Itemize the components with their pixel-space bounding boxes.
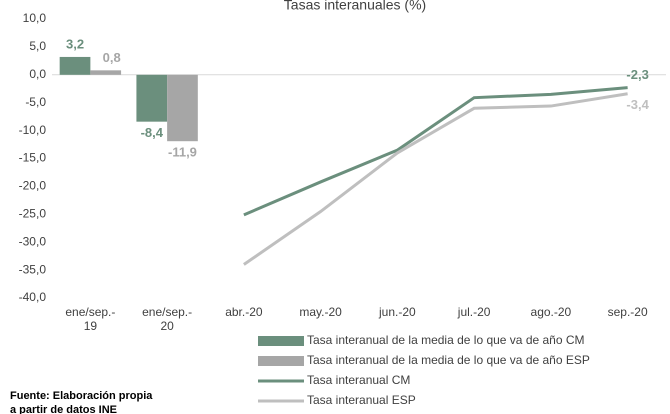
x-tick-label: ago.-20 — [531, 305, 572, 319]
line — [243, 86, 628, 217]
legend-swatch — [258, 356, 304, 366]
y-tick-label: -5,0 — [25, 95, 46, 109]
line — [243, 92, 628, 266]
bar — [136, 74, 168, 122]
x-tick-label: sep.-20 — [608, 305, 648, 319]
y-tick-label: -25,0 — [19, 206, 47, 220]
value-label: 0,8 — [103, 50, 121, 65]
source-note: a partir de datos INE — [10, 404, 117, 414]
x-tick-label: abr.-20 — [225, 305, 263, 319]
bar — [59, 56, 91, 75]
chart-title: Tasas interanuales (%) — [284, 0, 426, 13]
y-tick-label: -30,0 — [19, 234, 47, 248]
x-tick-label: 19 — [84, 319, 98, 333]
y-tick-label: -35,0 — [19, 262, 47, 276]
y-tick-label: 0,0 — [29, 67, 46, 81]
value-label: -8,4 — [141, 125, 164, 140]
bar — [90, 70, 122, 75]
x-tick-label: 20 — [160, 319, 174, 333]
x-tick-label: may.-20 — [299, 305, 342, 319]
y-tick-label: -20,0 — [19, 179, 47, 193]
y-tick-label: 10,0 — [23, 11, 47, 25]
legend-label: Tasa interanual CM — [307, 373, 410, 387]
legend-label: Tasa interanual ESP — [307, 393, 416, 407]
bar — [167, 74, 198, 142]
legend-label: Tasa interanual de la media de lo que va… — [307, 333, 585, 347]
legend-swatch — [258, 336, 304, 346]
x-tick-label: jul.-20 — [457, 305, 491, 319]
x-tick-label: ene/sep.- — [142, 305, 192, 319]
value-label: -3,4 — [626, 97, 649, 112]
x-tick-label: ene/sep.- — [65, 305, 115, 319]
source-note: Fuente: Elaboración propia — [10, 390, 153, 402]
legend-label: Tasa interanual de la media de lo que va… — [307, 353, 590, 367]
y-tick-label: -15,0 — [19, 151, 47, 165]
y-tick-label: -10,0 — [19, 123, 47, 137]
value-label: -2,3 — [626, 67, 648, 82]
value-label: 3,2 — [66, 36, 84, 51]
y-tick-label: -40,0 — [19, 290, 47, 304]
x-tick-label: jun.-20 — [378, 305, 416, 319]
value-label: -11,9 — [168, 145, 197, 160]
y-tick-label: 5,0 — [29, 39, 46, 53]
